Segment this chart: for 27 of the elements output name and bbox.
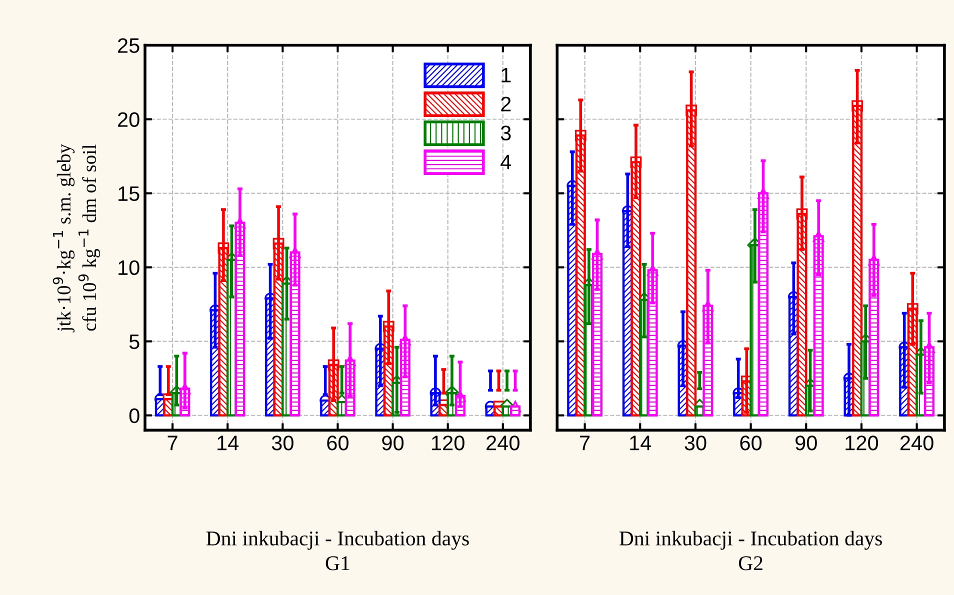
- y-tick-label: 10: [118, 260, 140, 276]
- x-tick-label: 14: [630, 436, 652, 450]
- legend-label: 3: [500, 126, 511, 140]
- x-tick-label: 240: [486, 436, 520, 450]
- text: jtk·10$^{9}$·kg$^{−1}$ s.m. gleby cfu 10$^{9}$ kg$^{−1}$ dm of soil: [52, 144, 100, 332]
- x-tick-label: 30: [272, 436, 294, 450]
- x-tick-label: 7: [168, 436, 178, 450]
- x-tick-label: 60: [327, 436, 348, 450]
- y-tick-label: 5: [129, 334, 140, 350]
- x-axis-title: Dni inkubacji - Incubation days G2: [619, 530, 882, 570]
- y-tick-label: 25: [118, 38, 140, 53]
- x-tick-label: 120: [846, 436, 878, 450]
- x-tick-label: 120: [432, 436, 464, 450]
- x-axis-title: Dni inkubacji - Incubation days G1: [206, 530, 469, 570]
- legend-label: 4: [500, 154, 512, 170]
- x-tick-label: 7: [580, 436, 590, 450]
- x-tick-label: 240: [900, 436, 934, 450]
- x-tick-label: 90: [796, 436, 817, 450]
- legend-label: 2: [501, 96, 511, 112]
- y-tick-label: 15: [118, 186, 140, 202]
- y-tick-label: 20: [118, 112, 140, 128]
- x-tick-label: 90: [382, 436, 404, 450]
- x-tick-label: 14: [218, 436, 239, 450]
- legend-label: 1: [502, 68, 511, 82]
- x-tick-label: 30: [684, 436, 706, 450]
- y-tick-label: 0: [129, 408, 140, 424]
- x-tick-label: 60: [740, 436, 762, 450]
